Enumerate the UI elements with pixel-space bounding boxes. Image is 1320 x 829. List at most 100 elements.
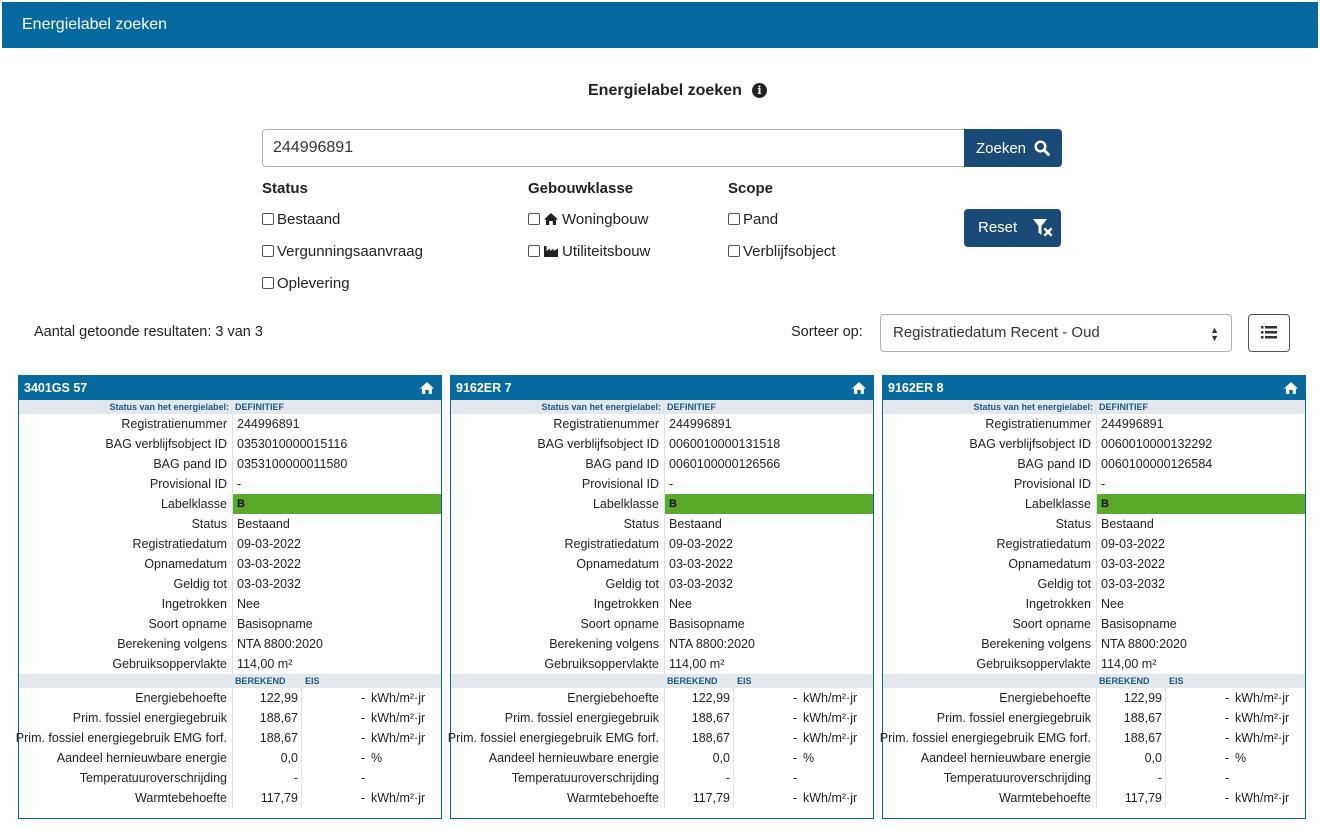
row-value: 0353100000011580 bbox=[232, 454, 441, 474]
row-label: Geldig tot bbox=[173, 577, 227, 591]
home-icon bbox=[543, 212, 559, 226]
card-row-provisional: Provisional ID - bbox=[883, 474, 1305, 494]
sort-select[interactable]: Registratiedatum Recent - Oud ▲ ▼ bbox=[880, 314, 1232, 352]
search-input[interactable] bbox=[262, 129, 965, 167]
filter-status-oplevering[interactable]: Oplevering bbox=[262, 273, 423, 293]
card-energy-row-warmtebehoefte: Warmtebehoefte 117,79 - kWh/m²·jr bbox=[19, 788, 441, 808]
row-label: Labelklasse bbox=[592, 497, 659, 511]
row-value: Bestaand bbox=[1096, 514, 1305, 534]
energy-label: Energiebehoefte bbox=[999, 691, 1091, 705]
card-row-registratienummer: Registratienummer 244996891 bbox=[19, 414, 441, 434]
card-row-geldig-tot: Geldig tot 03-03-2032 bbox=[19, 574, 441, 594]
filter-gebouwklasse-utiliteitsbouw[interactable]: Utiliteitsbouw bbox=[528, 241, 650, 261]
row-value: - bbox=[232, 474, 441, 494]
row-label: BAG verblijfsobject ID bbox=[969, 437, 1091, 451]
reset-button[interactable]: Reset bbox=[964, 209, 1061, 247]
card-row-registratiedatum: Registratiedatum 09-03-2022 bbox=[883, 534, 1305, 554]
row-label: Registratiedatum bbox=[132, 537, 228, 551]
row-value: Basisopname bbox=[1096, 614, 1305, 634]
filter-status-bestaand[interactable]: Bestaand bbox=[262, 209, 423, 229]
energy-label: Prim. fossiel energiegebruik bbox=[504, 711, 659, 725]
row-value: 244996891 bbox=[664, 414, 873, 434]
berekend-value: 0,0 bbox=[664, 748, 734, 768]
row-value: 114,00 m² bbox=[1096, 654, 1305, 674]
row-label: Registratienummer bbox=[121, 417, 227, 431]
list-icon bbox=[1261, 326, 1277, 339]
row-value: 244996891 bbox=[232, 414, 441, 434]
row-value: Nee bbox=[232, 594, 441, 614]
sort-label: Sorteer op: bbox=[791, 324, 863, 340]
list-view-button[interactable] bbox=[1248, 314, 1290, 352]
filter-gebouwklasse-heading: Gebouwklasse bbox=[528, 180, 634, 197]
card-energy-row-prim-fossiel: Prim. fossiel energiegebruik 188,67 - kWh/m… bbox=[451, 708, 873, 728]
status-key: Status van het energielabel: bbox=[109, 402, 229, 412]
unit: % bbox=[371, 751, 383, 765]
filter-status-vergunningsaanvraag[interactable]: Vergunningsaanvraag bbox=[262, 241, 423, 261]
unit: kWh/m²·jr bbox=[803, 791, 858, 805]
card-row-soort-opname: Soort opname Basisopname bbox=[451, 614, 873, 634]
row-value: Bestaand bbox=[232, 514, 441, 534]
eis-value: - bbox=[1224, 771, 1229, 785]
checkbox[interactable] bbox=[728, 245, 740, 257]
top-bar: Energielabel zoeken bbox=[2, 2, 1318, 48]
result-card[interactable]: 9162ER 7 Status van het energielabel: DEFI… bbox=[448, 375, 874, 819]
row-value: 03-03-2032 bbox=[232, 574, 441, 594]
checkbox[interactable] bbox=[262, 213, 274, 225]
row-label: Registratienummer bbox=[553, 417, 659, 431]
search-title: Energielabel zoeken bbox=[588, 82, 742, 99]
info-icon[interactable]: i bbox=[752, 83, 767, 98]
card-energy-row-warmtebehoefte: Warmtebehoefte 117,79 - kWh/m²·jr bbox=[883, 788, 1305, 808]
card-header[interactable]: 9162ER 8 bbox=[883, 376, 1305, 400]
card-status-row: Status van het energielabel: DEFINITIEF bbox=[19, 400, 441, 414]
row-label: Soort opname bbox=[580, 617, 659, 631]
card-row-bag-pand: BAG pand ID 0060100000126566 bbox=[451, 454, 873, 474]
row-value: 03-03-2022 bbox=[232, 554, 441, 574]
filter-scope-pand[interactable]: Pand bbox=[728, 209, 836, 229]
row-label: Provisional ID bbox=[1013, 477, 1091, 491]
berekend-value: 122,99 bbox=[1096, 688, 1166, 708]
factory-icon bbox=[543, 244, 559, 258]
energy-label: Warmtebehoefte bbox=[999, 791, 1091, 805]
checkbox[interactable] bbox=[528, 213, 540, 225]
row-value: NTA 8800:2020 bbox=[664, 634, 873, 654]
unit: % bbox=[1235, 751, 1247, 765]
berekend-value: 188,67 bbox=[1096, 708, 1166, 728]
card-row-gebruiksoppervlakte: Gebruiksoppervlakte 114,00 m² bbox=[883, 654, 1305, 674]
row-label: Status bbox=[1055, 517, 1091, 531]
eis-value: - bbox=[360, 691, 365, 705]
row-value: 03-03-2032 bbox=[664, 574, 873, 594]
card-energy-row-warmtebehoefte: Warmtebehoefte 117,79 - kWh/m²·jr bbox=[451, 788, 873, 808]
card-energy-row-prim-fossiel: Prim. fossiel energiegebruik 188,67 - kWh/m… bbox=[883, 708, 1305, 728]
eis-header: EIS bbox=[305, 676, 320, 686]
energy-label: Energiebehoefte bbox=[135, 691, 227, 705]
filter-scope-verblijfsobject[interactable]: Verblijfsobject bbox=[728, 241, 836, 261]
search-button[interactable]: Zoeken bbox=[964, 129, 1062, 167]
sort-select-value: Registratiedatum Recent - Oud bbox=[893, 324, 1100, 341]
card-header[interactable]: 3401GS 57 bbox=[19, 376, 441, 400]
unit: kWh/m²·jr bbox=[371, 691, 426, 705]
filter-gebouwklasse-woningbouw[interactable]: Woningbouw bbox=[528, 209, 650, 229]
home-icon bbox=[419, 381, 435, 398]
checkbox[interactable] bbox=[262, 245, 274, 257]
card-energy-row-aandeel: Aandeel hernieuwbare energie 0,0 -% bbox=[883, 748, 1305, 768]
card-address: 9162ER 7 bbox=[456, 381, 512, 395]
result-card[interactable]: 9162ER 8 Status van het energielabel: DEFI… bbox=[880, 375, 1306, 819]
eis-header: EIS bbox=[1169, 676, 1184, 686]
checkbox[interactable] bbox=[262, 277, 274, 289]
checkbox[interactable] bbox=[728, 213, 740, 225]
card-row-soort-opname: Soort opname Basisopname bbox=[19, 614, 441, 634]
card-energy-row-prim-fossiel-emg: Prim. fossiel energiegebruik EMG forf. 18… bbox=[16, 728, 441, 748]
row-label: BAG verblijfsobject ID bbox=[105, 437, 227, 451]
row-value: 03-03-2022 bbox=[664, 554, 873, 574]
berekend-value: - bbox=[664, 768, 734, 788]
result-card[interactable]: 3401GS 57 Status van het energielabel: DEF… bbox=[16, 375, 442, 819]
eis-value: - bbox=[1224, 791, 1229, 805]
energy-label: Warmtebehoefte bbox=[135, 791, 227, 805]
option-label: Oplevering bbox=[277, 274, 350, 292]
berekend-value: 188,67 bbox=[232, 708, 302, 728]
card-header[interactable]: 9162ER 7 bbox=[451, 376, 873, 400]
row-value: Basisopname bbox=[664, 614, 873, 634]
checkbox[interactable] bbox=[528, 245, 540, 257]
energy-label: Temperatuuroverschrijding bbox=[511, 771, 659, 785]
